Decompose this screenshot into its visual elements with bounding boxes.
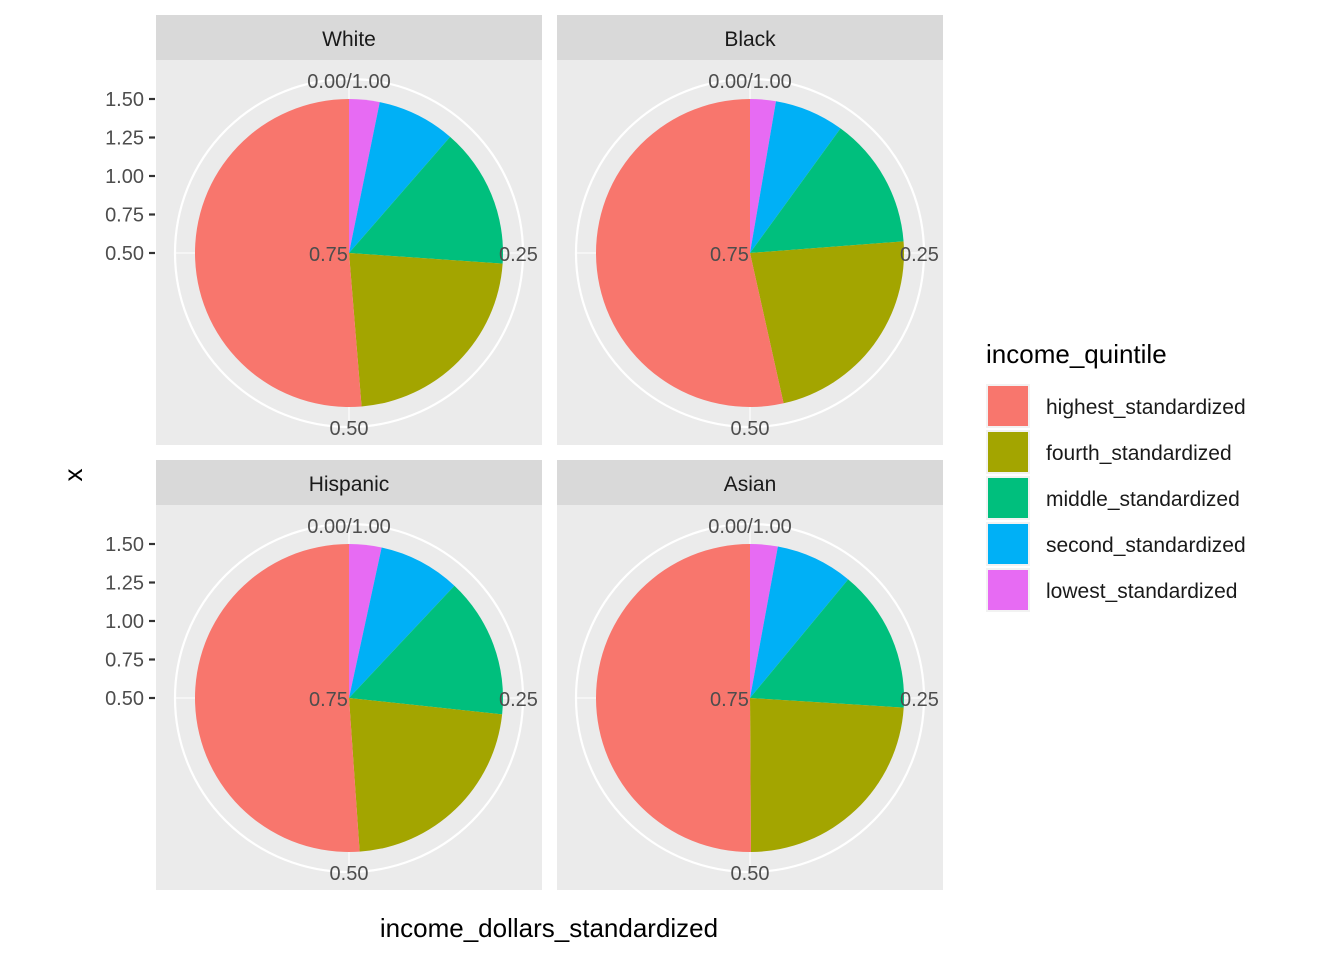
pie-slice-middle_standardized xyxy=(750,579,904,708)
panel-white: White 0.00/1.00 0.25 0.50 0.75 0.50 0.75 1.00 1.… xyxy=(105,15,542,445)
legend-entry: highest_standardized xyxy=(986,384,1246,428)
pie-slice-lowest_standardized xyxy=(750,544,778,698)
x-axis-title: income_dollars_standardized xyxy=(380,913,718,943)
theta-label: 0.50 xyxy=(731,863,770,885)
facet-strip-label: Black xyxy=(724,28,776,51)
panel-plot-area: 0.00/1.00 0.25 0.50 0.75 xyxy=(574,71,939,440)
pie-slice-second_standardized xyxy=(750,546,849,698)
panel-asian: Asian 0.00/1.00 0.25 0.50 0.75 xyxy=(557,460,943,890)
legend-swatch xyxy=(988,478,1028,518)
theta-label: 0.00/1.00 xyxy=(708,516,791,538)
y-tick-label: 1.00 xyxy=(105,166,144,188)
legend-swatch xyxy=(988,524,1028,564)
theta-label: 0.00/1.00 xyxy=(307,516,390,538)
panel-plot-area: 0.00/1.00 0.25 0.50 0.75 xyxy=(173,516,538,885)
legend-label: fourth_standardized xyxy=(1046,442,1232,465)
pie-slice-fourth_standardized xyxy=(349,253,503,407)
y-tick-label: 1.25 xyxy=(105,573,144,595)
legend-swatch xyxy=(988,570,1028,610)
y-tick-label: 0.50 xyxy=(105,243,144,265)
legend-label: lowest_standardized xyxy=(1046,580,1237,603)
theta-label: 0.25 xyxy=(900,244,939,266)
panel-plot-area: 0.00/1.00 0.25 0.50 0.75 xyxy=(574,516,939,885)
pie-slice-highest_standardized xyxy=(195,99,362,407)
pie-slice-second_standardized xyxy=(750,101,841,254)
theta-label: 0.50 xyxy=(330,418,369,440)
theta-label: 0.25 xyxy=(499,689,538,711)
facet-strip-label: Asian xyxy=(724,473,777,496)
pie-slice-lowest_standardized xyxy=(750,99,777,253)
legend-swatch xyxy=(988,432,1028,472)
theta-label: 0.00/1.00 xyxy=(307,71,390,93)
pie-slice-middle_standardized xyxy=(750,128,904,253)
pie-slice-fourth_standardized xyxy=(750,698,904,852)
legend-entry: second_standardized xyxy=(986,522,1246,566)
pie-slice-lowest_standardized xyxy=(349,544,382,698)
facet-strip xyxy=(156,460,542,505)
legend-label: second_standardized xyxy=(1046,534,1246,557)
legend-entry: fourth_standardized xyxy=(986,430,1232,474)
legend: income_quintile highest_standardizedfour… xyxy=(986,339,1246,612)
facet-strip xyxy=(156,15,542,60)
facet-strip-label: White xyxy=(322,28,376,51)
legend-entry: lowest_standardized xyxy=(986,568,1237,612)
pie-slice-fourth_standardized xyxy=(750,241,904,404)
theta-label: 0.75 xyxy=(309,244,348,266)
panels-layer: White 0.00/1.00 0.25 0.50 0.75 0.50 0.75 1.00 1.… xyxy=(105,15,943,890)
y-tick-label: 0.75 xyxy=(105,650,144,672)
legend-label: middle_standardized xyxy=(1046,488,1240,511)
legend-title: income_quintile xyxy=(986,339,1167,369)
pie-slice-fourth_standardized xyxy=(349,698,503,852)
y-tick-label: 1.50 xyxy=(105,89,144,111)
facet-strip-label: Hispanic xyxy=(309,473,390,496)
y-tick-label: 1.50 xyxy=(105,534,144,556)
facet-strip xyxy=(557,460,943,505)
legend-entry: middle_standardized xyxy=(986,476,1240,520)
theta-label: 0.75 xyxy=(710,244,749,266)
panel-black: Black 0.00/1.00 0.25 0.50 0.75 xyxy=(557,15,943,445)
pie-slice-highest_standardized xyxy=(194,544,360,853)
pie-slice-highest_standardized xyxy=(595,99,784,407)
y-axis-title: x xyxy=(58,469,88,482)
pie-slice-second_standardized xyxy=(349,102,451,253)
pie-slice-highest_standardized xyxy=(595,544,751,852)
legend-swatch xyxy=(988,386,1028,426)
theta-label: 0.25 xyxy=(499,244,538,266)
y-tick-label: 1.25 xyxy=(105,128,144,150)
theta-label: 0.50 xyxy=(330,863,369,885)
pie-slice-lowest_standardized xyxy=(349,99,380,253)
theta-label: 0.00/1.00 xyxy=(708,71,791,93)
pie-slice-middle_standardized xyxy=(349,585,504,715)
facet-strip xyxy=(557,15,943,60)
theta-label: 0.75 xyxy=(710,689,749,711)
theta-label: 0.50 xyxy=(731,418,770,440)
theta-label: 0.25 xyxy=(900,689,939,711)
pie-slice-second_standardized xyxy=(349,547,455,698)
theta-label: 0.75 xyxy=(309,689,348,711)
y-tick-label: 1.00 xyxy=(105,611,144,633)
panel-hispanic: Hispanic 0.00/1.00 0.25 0.50 0.75 0.50 0.75 1.0… xyxy=(105,460,542,890)
legend-items: highest_standardized fourth_standardizedm… xyxy=(986,384,1246,612)
pie-slice-middle_standardized xyxy=(349,136,503,264)
legend-label: highest_standardized xyxy=(1046,396,1246,419)
panel-plot-area: 0.00/1.00 0.25 0.50 0.75 xyxy=(173,71,538,440)
y-tick-label: 0.50 xyxy=(105,688,144,710)
y-tick-label: 0.75 xyxy=(105,205,144,227)
